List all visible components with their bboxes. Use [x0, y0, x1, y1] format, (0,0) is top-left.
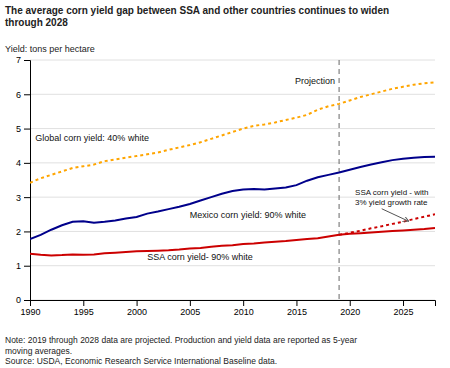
- x-tick-label: 2020: [340, 307, 360, 317]
- grid-line: [30, 60, 435, 61]
- projection-label: Projection: [295, 76, 335, 86]
- plot-area: 1990 1995 2000 2005 2010 2015 2020 2025 0 1 2 3 4 5 6 7…: [16, 55, 436, 317]
- series-label: SSA corn yield - with3% yield growth rat…: [355, 188, 428, 207]
- x-tick-label: 2005: [180, 307, 200, 317]
- x-tick: 2025: [394, 300, 414, 317]
- marks: [30, 60, 435, 300]
- y-tick-mark: [24, 60, 30, 61]
- y-tick: 0: [16, 295, 30, 305]
- chart-container: The average corn yield gap between SSA a…: [0, 0, 450, 368]
- series-label: Mexico corn yield: 90% white: [190, 210, 306, 220]
- y-tick-label: 7: [16, 55, 21, 65]
- series-label: SSA corn yield- 90% white: [147, 252, 253, 262]
- projection-line: [339, 60, 340, 300]
- x-tick-label: 2000: [127, 307, 147, 317]
- y-tick-mark: [24, 266, 30, 267]
- x-tick-mark: [83, 300, 84, 306]
- chart: The average corn yield gap between SSA a…: [0, 0, 450, 368]
- y-tick: 4: [16, 158, 30, 168]
- x-tick: 1990: [20, 300, 40, 317]
- x-tick-mark: [243, 300, 244, 306]
- note: Note: 2019 through 2028 data are project…: [5, 335, 357, 366]
- y-axis-line: [24, 61, 31, 301]
- y-tick-mark: [24, 129, 30, 130]
- series-line: [30, 157, 435, 239]
- y-tick-mark: [24, 300, 30, 301]
- y-tick-label: 4: [16, 158, 21, 168]
- x-tick: 2005: [180, 300, 200, 317]
- x-tick: 2015: [287, 300, 307, 317]
- series-label: Global corn yield: 40% white: [35, 133, 149, 143]
- y-tick-label: 3: [16, 193, 21, 203]
- x-tick-label: 1990: [20, 307, 40, 317]
- x-tick-mark: [350, 300, 351, 306]
- x-tick-mark: [137, 300, 138, 306]
- series-line: [339, 214, 435, 235]
- annotation-arrow: [382, 209, 409, 221]
- grid: [30, 60, 435, 300]
- y-tick: 2: [16, 227, 30, 237]
- x-tick-mark: [190, 300, 191, 306]
- y-tick-mark: [24, 197, 30, 198]
- labels: Global corn yield: 40% white Mexico corn …: [35, 76, 428, 262]
- y-axis-label: Yield: tons per hectare: [5, 44, 95, 54]
- x-tick: 2000: [127, 300, 147, 317]
- y-tick-label: 0: [16, 295, 21, 305]
- x-tick: 2010: [234, 300, 254, 317]
- y-tick: 3: [16, 193, 30, 203]
- y-tick-mark: [24, 163, 30, 164]
- y-tick-mark: [24, 231, 30, 232]
- y-tick: 5: [16, 124, 30, 134]
- x-tick-mark: [403, 300, 404, 306]
- grid-line: [30, 265, 435, 266]
- grid-line: [30, 128, 435, 129]
- x-tick: 2020: [340, 300, 360, 317]
- x-tick-label: 2010: [234, 307, 254, 317]
- y-tick-label: 2: [16, 227, 21, 237]
- y-axis: 0 1 2 3 4 5 6 7: [16, 55, 31, 305]
- x-axis-line: [31, 301, 436, 307]
- y-tick-mark: [24, 94, 30, 95]
- y-tick: 7: [16, 55, 30, 65]
- x-axis: 1990 1995 2000 2005 2010 2015 2020 2025: [20, 300, 435, 317]
- y-tick-label: 6: [16, 90, 21, 100]
- title: The average corn yield gap between SSA a…: [5, 5, 389, 28]
- x-tick-mark: [296, 300, 297, 306]
- x-tick-label: 2025: [394, 307, 414, 317]
- y-tick: 1: [16, 261, 30, 271]
- x-tick: 1995: [74, 300, 94, 317]
- x-tick-label: 1995: [74, 307, 94, 317]
- x-tick-label: 2015: [287, 307, 307, 317]
- series-line: [30, 82, 435, 182]
- y-tick-label: 5: [16, 124, 21, 134]
- y-tick: 6: [16, 90, 30, 100]
- y-tick-label: 1: [16, 261, 21, 271]
